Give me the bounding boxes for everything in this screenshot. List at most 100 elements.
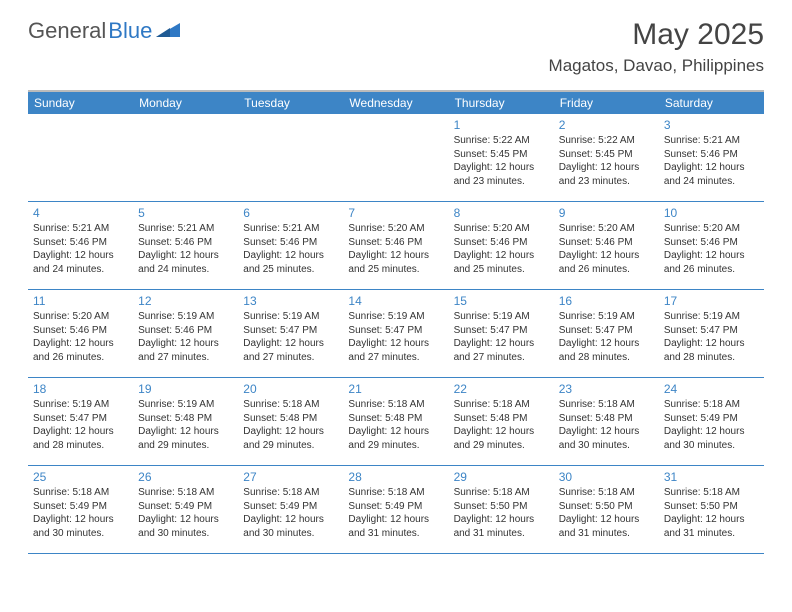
day-number: 3 bbox=[664, 117, 759, 133]
weekday-header: Saturday bbox=[659, 92, 764, 114]
calendar-day: 7Sunrise: 5:20 AMSunset: 5:46 PMDaylight… bbox=[343, 202, 448, 289]
weekday-header: Monday bbox=[133, 92, 238, 114]
location: Magatos, Davao, Philippines bbox=[549, 56, 764, 76]
day-daylight: Daylight: 12 hours and 29 minutes. bbox=[454, 425, 549, 452]
day-sunrise: Sunrise: 5:22 AM bbox=[454, 134, 549, 148]
day-daylight: Daylight: 12 hours and 30 minutes. bbox=[138, 513, 233, 540]
day-sunset: Sunset: 5:46 PM bbox=[664, 148, 759, 162]
day-number: 4 bbox=[33, 205, 128, 221]
day-sunset: Sunset: 5:48 PM bbox=[243, 412, 338, 426]
calendar-day: 26Sunrise: 5:18 AMSunset: 5:49 PMDayligh… bbox=[133, 466, 238, 553]
calendar-day: 4Sunrise: 5:21 AMSunset: 5:46 PMDaylight… bbox=[28, 202, 133, 289]
day-daylight: Daylight: 12 hours and 31 minutes. bbox=[348, 513, 443, 540]
day-daylight: Daylight: 12 hours and 25 minutes. bbox=[348, 249, 443, 276]
day-daylight: Daylight: 12 hours and 31 minutes. bbox=[664, 513, 759, 540]
day-number: 26 bbox=[138, 469, 233, 485]
day-sunrise: Sunrise: 5:19 AM bbox=[348, 310, 443, 324]
day-daylight: Daylight: 12 hours and 26 minutes. bbox=[559, 249, 654, 276]
weekday-header: Friday bbox=[554, 92, 659, 114]
day-number: 7 bbox=[348, 205, 443, 221]
day-number: 16 bbox=[559, 293, 654, 309]
day-sunrise: Sunrise: 5:19 AM bbox=[33, 398, 128, 412]
day-daylight: Daylight: 12 hours and 27 minutes. bbox=[138, 337, 233, 364]
day-number: 24 bbox=[664, 381, 759, 397]
header: General Blue May 2025 Magatos, Davao, Ph… bbox=[0, 0, 792, 84]
day-sunset: Sunset: 5:47 PM bbox=[559, 324, 654, 338]
day-sunrise: Sunrise: 5:20 AM bbox=[33, 310, 128, 324]
calendar-day-empty bbox=[28, 114, 133, 201]
day-sunset: Sunset: 5:46 PM bbox=[138, 236, 233, 250]
calendar-day: 20Sunrise: 5:18 AMSunset: 5:48 PMDayligh… bbox=[238, 378, 343, 465]
calendar-day: 6Sunrise: 5:21 AMSunset: 5:46 PMDaylight… bbox=[238, 202, 343, 289]
day-sunrise: Sunrise: 5:18 AM bbox=[454, 486, 549, 500]
logo: General Blue bbox=[28, 18, 180, 44]
weekday-header: Tuesday bbox=[238, 92, 343, 114]
day-daylight: Daylight: 12 hours and 29 minutes. bbox=[243, 425, 338, 452]
day-number: 13 bbox=[243, 293, 338, 309]
calendar-week-row: 11Sunrise: 5:20 AMSunset: 5:46 PMDayligh… bbox=[28, 290, 764, 378]
calendar-day: 9Sunrise: 5:20 AMSunset: 5:46 PMDaylight… bbox=[554, 202, 659, 289]
day-sunset: Sunset: 5:47 PM bbox=[348, 324, 443, 338]
day-sunset: Sunset: 5:47 PM bbox=[33, 412, 128, 426]
day-number: 25 bbox=[33, 469, 128, 485]
calendar-day: 29Sunrise: 5:18 AMSunset: 5:50 PMDayligh… bbox=[449, 466, 554, 553]
day-sunrise: Sunrise: 5:21 AM bbox=[243, 222, 338, 236]
day-sunrise: Sunrise: 5:19 AM bbox=[559, 310, 654, 324]
logo-triangle-icon bbox=[156, 21, 180, 42]
day-sunset: Sunset: 5:45 PM bbox=[454, 148, 549, 162]
day-daylight: Daylight: 12 hours and 30 minutes. bbox=[559, 425, 654, 452]
day-sunset: Sunset: 5:47 PM bbox=[243, 324, 338, 338]
day-daylight: Daylight: 12 hours and 25 minutes. bbox=[454, 249, 549, 276]
calendar-day: 16Sunrise: 5:19 AMSunset: 5:47 PMDayligh… bbox=[554, 290, 659, 377]
day-sunrise: Sunrise: 5:19 AM bbox=[664, 310, 759, 324]
calendar-week-row: 1Sunrise: 5:22 AMSunset: 5:45 PMDaylight… bbox=[28, 114, 764, 202]
calendar: SundayMondayTuesdayWednesdayThursdayFrid… bbox=[28, 90, 764, 554]
day-number: 1 bbox=[454, 117, 549, 133]
logo-text-1: General bbox=[28, 18, 106, 44]
calendar-day: 22Sunrise: 5:18 AMSunset: 5:48 PMDayligh… bbox=[449, 378, 554, 465]
day-number: 19 bbox=[138, 381, 233, 397]
day-daylight: Daylight: 12 hours and 27 minutes. bbox=[243, 337, 338, 364]
day-daylight: Daylight: 12 hours and 24 minutes. bbox=[664, 161, 759, 188]
day-daylight: Daylight: 12 hours and 28 minutes. bbox=[33, 425, 128, 452]
day-number: 18 bbox=[33, 381, 128, 397]
logo-text-2: Blue bbox=[108, 18, 152, 44]
day-daylight: Daylight: 12 hours and 29 minutes. bbox=[348, 425, 443, 452]
day-sunrise: Sunrise: 5:20 AM bbox=[559, 222, 654, 236]
day-daylight: Daylight: 12 hours and 30 minutes. bbox=[33, 513, 128, 540]
weekday-header: Sunday bbox=[28, 92, 133, 114]
day-number: 31 bbox=[664, 469, 759, 485]
calendar-week-row: 4Sunrise: 5:21 AMSunset: 5:46 PMDaylight… bbox=[28, 202, 764, 290]
day-sunrise: Sunrise: 5:21 AM bbox=[33, 222, 128, 236]
day-sunrise: Sunrise: 5:18 AM bbox=[138, 486, 233, 500]
calendar-day: 19Sunrise: 5:19 AMSunset: 5:48 PMDayligh… bbox=[133, 378, 238, 465]
day-sunset: Sunset: 5:46 PM bbox=[243, 236, 338, 250]
calendar-day: 28Sunrise: 5:18 AMSunset: 5:49 PMDayligh… bbox=[343, 466, 448, 553]
day-number: 15 bbox=[454, 293, 549, 309]
day-sunrise: Sunrise: 5:21 AM bbox=[138, 222, 233, 236]
calendar-day-empty bbox=[133, 114, 238, 201]
calendar-day: 30Sunrise: 5:18 AMSunset: 5:50 PMDayligh… bbox=[554, 466, 659, 553]
day-number: 22 bbox=[454, 381, 549, 397]
weekday-header: Wednesday bbox=[343, 92, 448, 114]
day-daylight: Daylight: 12 hours and 24 minutes. bbox=[33, 249, 128, 276]
day-number: 11 bbox=[33, 293, 128, 309]
weekday-header-row: SundayMondayTuesdayWednesdayThursdayFrid… bbox=[28, 92, 764, 114]
day-sunset: Sunset: 5:45 PM bbox=[559, 148, 654, 162]
day-sunset: Sunset: 5:50 PM bbox=[664, 500, 759, 514]
day-sunrise: Sunrise: 5:18 AM bbox=[559, 486, 654, 500]
day-sunrise: Sunrise: 5:18 AM bbox=[243, 398, 338, 412]
day-number: 28 bbox=[348, 469, 443, 485]
day-number: 27 bbox=[243, 469, 338, 485]
day-sunset: Sunset: 5:46 PM bbox=[348, 236, 443, 250]
calendar-day: 10Sunrise: 5:20 AMSunset: 5:46 PMDayligh… bbox=[659, 202, 764, 289]
day-sunrise: Sunrise: 5:18 AM bbox=[348, 486, 443, 500]
calendar-day: 5Sunrise: 5:21 AMSunset: 5:46 PMDaylight… bbox=[133, 202, 238, 289]
day-daylight: Daylight: 12 hours and 25 minutes. bbox=[243, 249, 338, 276]
day-sunset: Sunset: 5:49 PM bbox=[33, 500, 128, 514]
day-sunrise: Sunrise: 5:18 AM bbox=[348, 398, 443, 412]
day-sunset: Sunset: 5:48 PM bbox=[559, 412, 654, 426]
day-number: 23 bbox=[559, 381, 654, 397]
calendar-day: 15Sunrise: 5:19 AMSunset: 5:47 PMDayligh… bbox=[449, 290, 554, 377]
day-number: 6 bbox=[243, 205, 338, 221]
